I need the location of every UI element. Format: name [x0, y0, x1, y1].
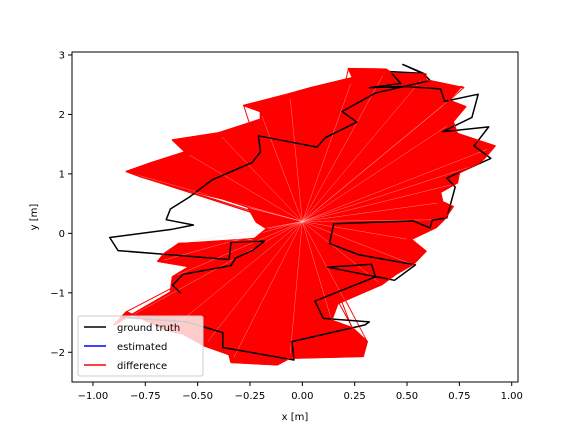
- legend-label-difference: difference: [117, 361, 167, 372]
- y-tick-label: 3: [59, 50, 65, 61]
- difference-gap-line: [302, 219, 440, 222]
- x-axis-ticks: −1.00 −0.75 −0.50 −0.25 0.00 0.25 0.50 0.75 1.00: [78, 382, 523, 402]
- difference-gap-line: [302, 221, 407, 240]
- difference-gap-line: [261, 116, 303, 222]
- difference-gap-line: [173, 221, 303, 328]
- difference-gap-line: [290, 221, 303, 354]
- difference-gap-line: [302, 149, 488, 222]
- plot-frame: [71, 51, 519, 383]
- x-tick-label: 1.00: [501, 391, 523, 402]
- difference-gap-line: [189, 154, 303, 222]
- legend-label-estimated: estimated: [117, 342, 167, 353]
- difference-gap-line: [302, 80, 422, 222]
- plot-data-area: [108, 63, 496, 366]
- difference-gap-line: [302, 75, 383, 222]
- difference-gap-line: [302, 166, 472, 222]
- difference-gap-line: [177, 221, 303, 276]
- difference-gap-line: [302, 93, 458, 222]
- legend-label-ground-truth: ground truth: [117, 323, 180, 334]
- x-tick-label: 0.50: [396, 391, 418, 402]
- x-tick-label: 0.25: [344, 391, 366, 402]
- x-tick-label: 0.00: [291, 391, 313, 402]
- difference-gap-line: [302, 184, 452, 222]
- difference-gap-line: [250, 207, 303, 222]
- difference-gap-line: [183, 221, 303, 244]
- legend-box: [77, 315, 204, 377]
- y-tick-label: 2: [59, 110, 65, 121]
- difference-gap-line: [302, 221, 379, 283]
- difference-gap-line: [233, 221, 303, 358]
- difference-gap-line: [121, 221, 303, 322]
- difference-gap-line: [302, 221, 409, 264]
- y-tick-label: 0: [59, 229, 65, 240]
- y-axis-label: y [m]: [29, 204, 40, 231]
- y-tick-label: −2: [50, 348, 65, 359]
- difference-gap-line: [302, 221, 331, 317]
- x-tick-label: 0.75: [448, 391, 470, 402]
- difference-gap-line: [207, 221, 303, 342]
- difference-gap-line: [302, 125, 448, 222]
- y-tick-label: 1: [59, 169, 65, 180]
- difference-outline: [113, 68, 496, 366]
- legend: ground truth estimated difference: [77, 315, 204, 377]
- difference-gap-line: [302, 83, 351, 222]
- x-tick-label: −0.25: [235, 391, 266, 402]
- difference-gap-line: [221, 136, 303, 222]
- x-tick-label: −0.50: [182, 391, 213, 402]
- difference-gap-line: [302, 202, 438, 222]
- difference-gap-line: [290, 99, 303, 222]
- y-tick-label: −1: [50, 288, 65, 299]
- y-axis-ticks: −2 −1 0 1 2 3: [50, 50, 72, 359]
- x-tick-label: −1.00: [78, 391, 109, 402]
- x-axis-label: x [m]: [282, 412, 309, 423]
- difference-gap-line: [302, 221, 365, 338]
- x-tick-label: −0.75: [130, 391, 161, 402]
- ground-truth-series: [108, 63, 492, 361]
